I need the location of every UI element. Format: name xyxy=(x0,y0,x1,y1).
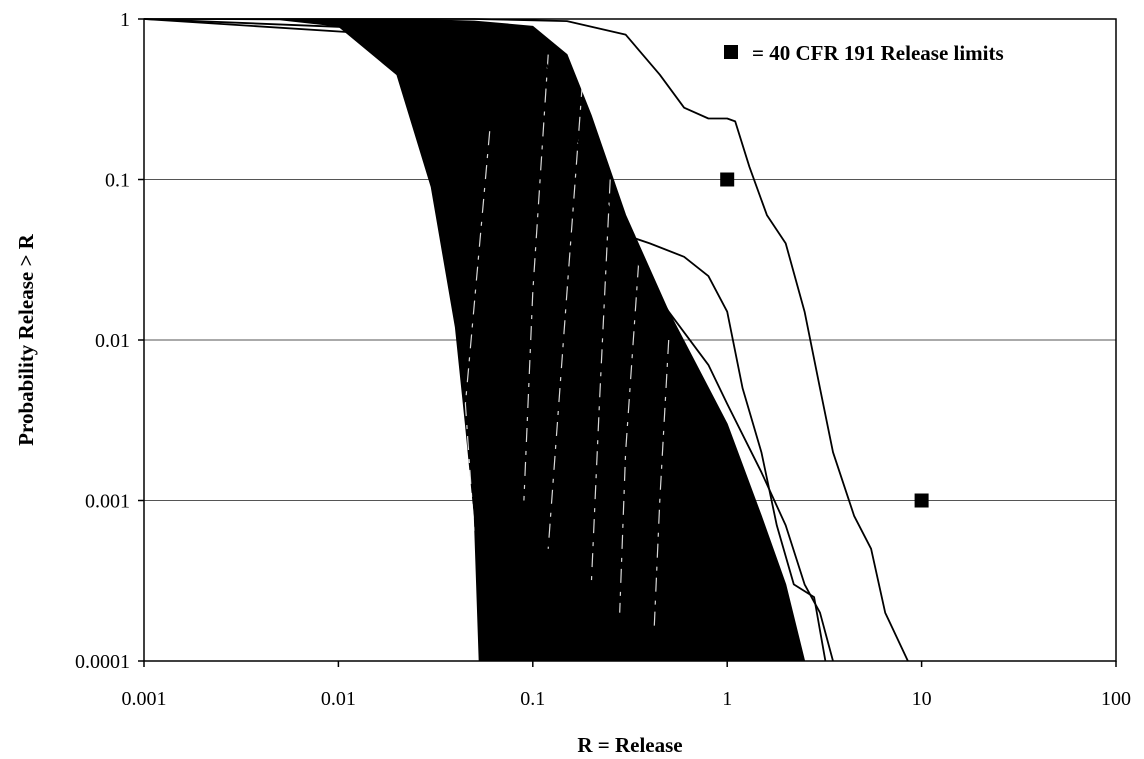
ccdf-outlier-curve-2 xyxy=(143,18,827,662)
ccdf-curve-highlight xyxy=(590,179,611,585)
x-axis-title: R = Release xyxy=(577,733,682,757)
x-tick-labels: 0.001 0.01 0.1 1 10 100 xyxy=(122,661,1131,710)
ccdf-series xyxy=(143,18,909,662)
x-tick-label: 10 xyxy=(912,688,932,710)
legend: = 40 CFR 191 Release limits xyxy=(724,41,1004,65)
ccdf-curve-highlight xyxy=(547,82,583,549)
x-tick-label: 0.01 xyxy=(321,688,356,710)
ccdf-curve-highlight xyxy=(619,263,640,613)
ccdf-curve-highlight xyxy=(523,54,549,501)
release-limit-marker-2 xyxy=(914,493,929,508)
y-tick-label: 0.0001 xyxy=(75,651,130,673)
y-tick-label: 0.01 xyxy=(95,330,130,352)
y-tick-label: 0.1 xyxy=(105,170,130,192)
x-tick-label: 0.001 xyxy=(122,688,167,710)
release-limit-marker-1 xyxy=(720,172,735,187)
x-tick-label: 0.1 xyxy=(520,688,545,710)
y-tick-label: 0.001 xyxy=(85,491,130,513)
y-tick-label: 1 xyxy=(120,9,130,31)
y-axis-title: Probability Release > R xyxy=(14,233,38,445)
ccdf-outlier-curve-1 xyxy=(144,18,909,662)
release-limit-markers xyxy=(720,172,929,508)
ccdf-envelope-fill xyxy=(143,18,806,662)
ccdf-envelope xyxy=(143,18,806,662)
y-tick-labels: 0.0001 0.001 0.01 0.1 1 xyxy=(75,9,144,673)
ccdf-outlier-curve-3 xyxy=(143,18,834,662)
x-tick-label: 100 xyxy=(1101,688,1131,710)
ccdf-curve-highlight xyxy=(464,131,491,537)
ccdf-curve-highlight xyxy=(653,339,670,633)
legend-label: = 40 CFR 191 Release limits xyxy=(752,41,1004,65)
legend-marker-square xyxy=(724,45,738,59)
x-tick-label: 1 xyxy=(722,688,732,710)
